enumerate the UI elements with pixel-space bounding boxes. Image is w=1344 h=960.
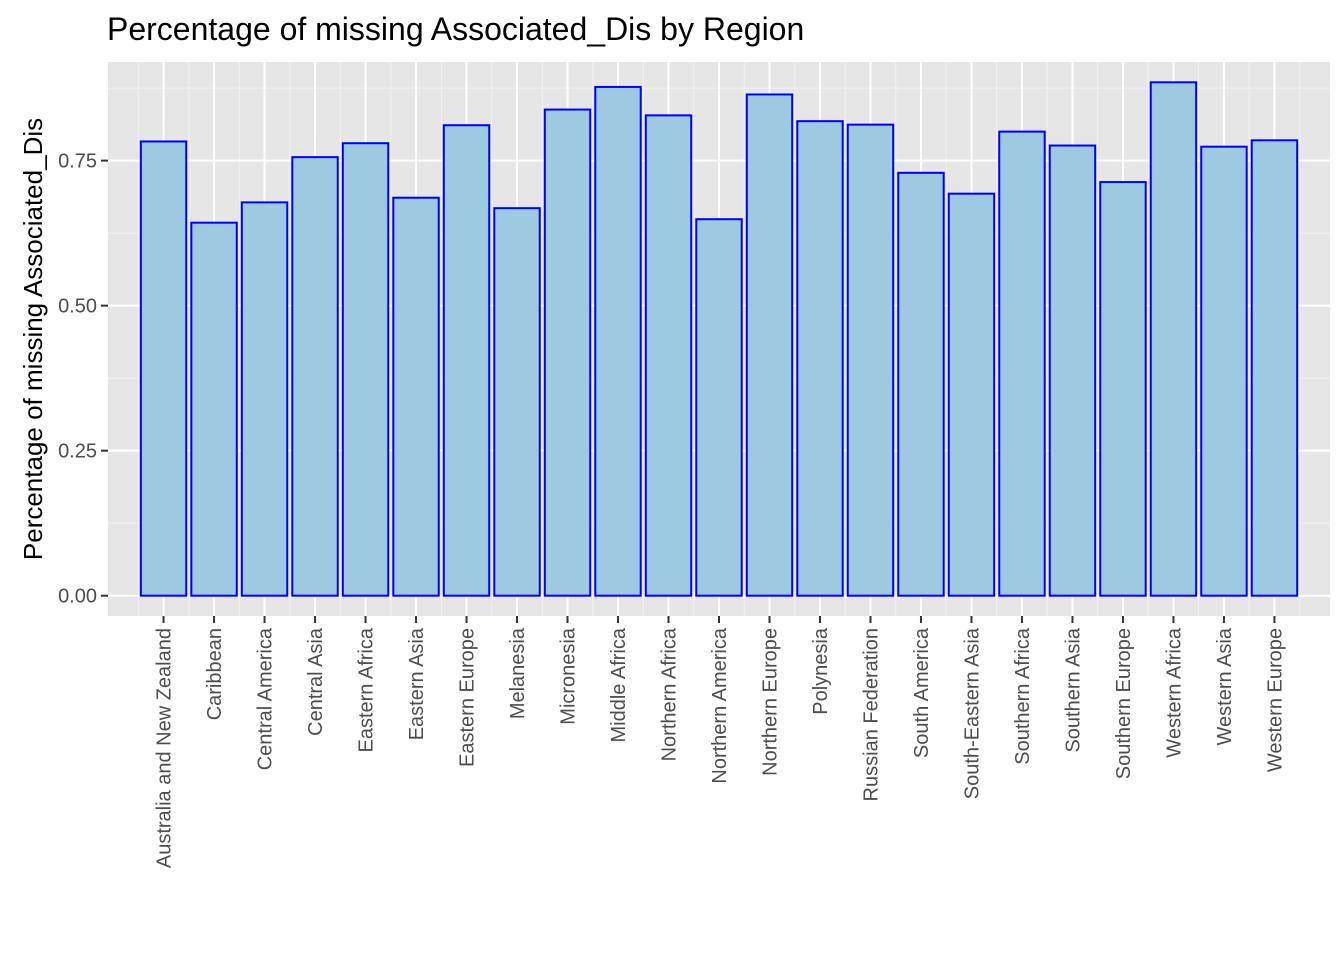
- x-tick-label: Russian Federation: [860, 628, 882, 801]
- x-tick-label: Central Asia: [305, 627, 327, 736]
- x-tick-label: Caribbean: [204, 628, 226, 720]
- bar-australia-and-new-zealand: [139, 140, 188, 597]
- bar-south-america: [897, 171, 945, 597]
- bar-western-africa: [1149, 81, 1198, 597]
- y-tick-label: 0.50: [58, 296, 97, 318]
- x-tick-label: Western Europe: [1264, 628, 1286, 772]
- x-tick-label: Western Asia: [1214, 627, 1236, 745]
- bar-central-america: [240, 201, 289, 597]
- bar-middle-africa: [594, 85, 642, 597]
- bar-northern-america: [695, 218, 743, 597]
- bar-melanesia: [493, 207, 541, 597]
- bar-southern-africa: [998, 130, 1046, 597]
- bar-western-asia: [1200, 145, 1248, 597]
- bar-russian-federation: [846, 123, 895, 597]
- y-axis: 0.00 0.25 0.50 0.75: [58, 151, 108, 608]
- x-tick-label: Western Africa: [1163, 627, 1185, 758]
- bar-northern-africa: [644, 114, 693, 597]
- x-tick-label: Melanesia: [507, 627, 529, 719]
- x-tick-label: Middle Africa: [608, 627, 630, 742]
- x-tick-label: Southern Europe: [1113, 628, 1135, 779]
- bar-central-asia: [291, 156, 339, 597]
- x-tick-label: Southern Asia: [1062, 627, 1084, 752]
- y-tick-label: 0.00: [58, 586, 97, 608]
- x-axis: Australia and New Zealand Caribbean Centra…: [154, 616, 1286, 868]
- x-tick-label: South America: [911, 627, 933, 758]
- x-tick-label: Micronesia: [558, 627, 580, 725]
- x-tick-label: Central America: [255, 627, 277, 770]
- bar-western-europe: [1250, 139, 1299, 597]
- bar-micronesia: [543, 108, 592, 597]
- bar-southern-europe: [1099, 181, 1147, 597]
- bar-polynesia: [796, 120, 844, 597]
- x-tick-label: Northern Africa: [659, 627, 681, 761]
- bar-eastern-africa: [341, 142, 390, 597]
- x-tick-label: Eastern Africa: [356, 627, 378, 752]
- bar-south-eastern-asia: [947, 192, 996, 597]
- bars: [139, 81, 1299, 597]
- x-tick-label: Australia and New Zealand: [154, 628, 176, 868]
- bar-eastern-europe: [442, 124, 491, 597]
- bar-caribbean: [190, 221, 238, 597]
- x-tick-label: Northern Europe: [759, 628, 781, 776]
- bar-southern-asia: [1048, 144, 1097, 597]
- x-tick-label: Northern America: [709, 627, 731, 783]
- x-tick-label: Eastern Asia: [406, 627, 428, 740]
- x-tick-label: Polynesia: [810, 627, 832, 715]
- y-tick-label: 0.75: [58, 151, 97, 173]
- x-tick-label: Southern Africa: [1012, 627, 1034, 765]
- bar-eastern-asia: [392, 196, 440, 597]
- y-axis-title: Percentage of missing Associated_Dis: [18, 118, 48, 560]
- x-tick-label: South-Eastern Asia: [961, 627, 983, 799]
- x-tick-label: Eastern Europe: [457, 628, 479, 767]
- chart-title: Percentage of missing Associated_Dis by …: [107, 11, 804, 47]
- y-tick-label: 0.25: [58, 441, 97, 463]
- bar-northern-europe: [745, 93, 794, 597]
